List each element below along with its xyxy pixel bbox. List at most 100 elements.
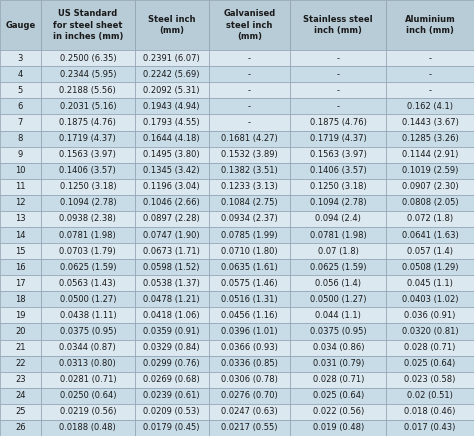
Bar <box>135 420 209 436</box>
Text: 0.2500 (6.35): 0.2500 (6.35) <box>60 54 116 63</box>
Bar <box>135 195 209 211</box>
Bar <box>209 99 291 114</box>
Text: 0.0456 (1.16): 0.0456 (1.16) <box>221 311 278 320</box>
Bar <box>41 211 135 227</box>
Bar <box>135 371 209 388</box>
Text: 0.0418 (1.06): 0.0418 (1.06) <box>143 311 200 320</box>
Bar <box>135 388 209 404</box>
Text: -: - <box>428 86 432 95</box>
Text: 0.0438 (1.11): 0.0438 (1.11) <box>60 311 116 320</box>
Bar <box>386 404 474 420</box>
Bar <box>386 130 474 146</box>
Bar <box>135 179 209 195</box>
Bar <box>0 275 41 291</box>
Bar <box>41 259 135 275</box>
Bar <box>41 371 135 388</box>
Text: 18: 18 <box>15 295 26 304</box>
Bar <box>41 114 135 130</box>
Text: 0.0500 (1.27): 0.0500 (1.27) <box>60 295 116 304</box>
Bar <box>386 243 474 259</box>
Bar <box>291 66 386 82</box>
Bar <box>41 195 135 211</box>
Bar <box>209 243 291 259</box>
Text: 0.1144 (2.91): 0.1144 (2.91) <box>402 150 458 159</box>
Bar <box>291 50 386 66</box>
Bar <box>386 146 474 163</box>
Text: 0.0625 (1.59): 0.0625 (1.59) <box>60 262 116 272</box>
Text: 0.0359 (0.91): 0.0359 (0.91) <box>144 327 200 336</box>
Bar <box>41 0 135 50</box>
Text: 0.0934 (2.37): 0.0934 (2.37) <box>221 215 278 224</box>
Bar <box>209 259 291 275</box>
Text: -: - <box>248 118 251 127</box>
Text: 0.0478 (1.21): 0.0478 (1.21) <box>143 295 200 304</box>
Text: 0.0598 (1.52): 0.0598 (1.52) <box>144 262 200 272</box>
Bar <box>135 291 209 307</box>
Bar <box>209 211 291 227</box>
Bar <box>41 99 135 114</box>
Bar <box>135 356 209 371</box>
Bar <box>0 146 41 163</box>
Bar <box>0 114 41 130</box>
Text: 0.0508 (1.29): 0.0508 (1.29) <box>402 262 458 272</box>
Text: 17: 17 <box>15 279 26 288</box>
Bar <box>386 179 474 195</box>
Text: 0.1943 (4.94): 0.1943 (4.94) <box>144 102 200 111</box>
Text: 0.0897 (2.28): 0.0897 (2.28) <box>143 215 200 224</box>
Text: 0.017 (0.43): 0.017 (0.43) <box>404 423 456 433</box>
Text: -: - <box>337 70 340 79</box>
Text: 0.1250 (3.18): 0.1250 (3.18) <box>310 182 366 191</box>
Bar <box>0 99 41 114</box>
Text: 7: 7 <box>18 118 23 127</box>
Text: 10: 10 <box>15 166 26 175</box>
Text: 0.1875 (4.76): 0.1875 (4.76) <box>310 118 367 127</box>
Text: 0.1382 (3.51): 0.1382 (3.51) <box>221 166 278 175</box>
Bar <box>386 227 474 243</box>
Bar <box>386 324 474 340</box>
Text: 0.025 (0.64): 0.025 (0.64) <box>313 391 364 400</box>
Bar <box>291 259 386 275</box>
Text: 0.0329 (0.84): 0.0329 (0.84) <box>143 343 200 352</box>
Bar <box>0 211 41 227</box>
Bar <box>291 307 386 324</box>
Text: Steel inch
(mm): Steel inch (mm) <box>148 15 195 35</box>
Bar <box>135 50 209 66</box>
Bar <box>0 163 41 179</box>
Text: 11: 11 <box>15 182 26 191</box>
Text: 14: 14 <box>15 231 26 239</box>
Bar <box>209 82 291 99</box>
Bar <box>135 324 209 340</box>
Text: 0.2188 (5.56): 0.2188 (5.56) <box>59 86 116 95</box>
Bar <box>291 195 386 211</box>
Bar <box>209 388 291 404</box>
Bar <box>209 420 291 436</box>
Text: 0.0673 (1.71): 0.0673 (1.71) <box>143 247 200 255</box>
Bar <box>209 340 291 356</box>
Text: -: - <box>337 86 340 95</box>
Text: 16: 16 <box>15 262 26 272</box>
Text: 0.0375 (0.95): 0.0375 (0.95) <box>310 327 366 336</box>
Bar <box>0 356 41 371</box>
Bar <box>0 179 41 195</box>
Text: 0.094 (2.4): 0.094 (2.4) <box>315 215 361 224</box>
Bar <box>41 275 135 291</box>
Bar <box>291 211 386 227</box>
Text: 0.1196 (3.04): 0.1196 (3.04) <box>143 182 200 191</box>
Text: 0.044 (1.1): 0.044 (1.1) <box>315 311 361 320</box>
Bar <box>209 307 291 324</box>
Text: -: - <box>428 54 432 63</box>
Bar <box>209 291 291 307</box>
Text: -: - <box>248 102 251 111</box>
Text: 0.0710 (1.80): 0.0710 (1.80) <box>221 247 278 255</box>
Text: 21: 21 <box>15 343 26 352</box>
Bar <box>0 371 41 388</box>
Bar <box>0 227 41 243</box>
Text: 0.0781 (1.98): 0.0781 (1.98) <box>59 231 116 239</box>
Text: -: - <box>337 54 340 63</box>
Text: 0.031 (0.79): 0.031 (0.79) <box>312 359 364 368</box>
Text: 0.028 (0.71): 0.028 (0.71) <box>312 375 364 384</box>
Bar <box>209 163 291 179</box>
Text: Gauge: Gauge <box>5 20 36 30</box>
Bar <box>41 404 135 420</box>
Bar <box>291 340 386 356</box>
